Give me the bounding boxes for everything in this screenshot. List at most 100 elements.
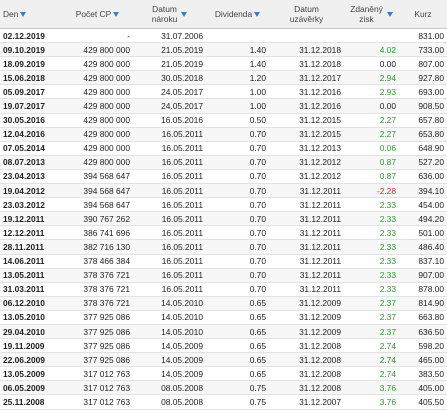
cell-den: 06.05.2009: [0, 380, 62, 396]
table-row[interactable]: 25.11.2008 317 012 763 08.05.2008 0.75 31.12…: [0, 394, 447, 410]
cell-datum-naroku: 16.05.2011: [133, 155, 206, 170]
cell-datum-naroku: 08.05.2008: [133, 394, 206, 410]
table-row[interactable]: 08.07.2013 429 800 000 16.05.2011 0.70 31.12…: [0, 155, 447, 170]
cell-datum-uzaverky: 31.12.2015: [269, 127, 344, 142]
cell-zdaneny-zisk: 2.27: [344, 127, 399, 142]
sort-down-icon[interactable]: [386, 11, 393, 17]
table-row[interactable]: 19.12.2011 390 767 262 16.05.2011 0.70 31.12…: [0, 211, 447, 227]
table-row[interactable]: 23.03.2012 394 568 647 16.05.2011 0.70 31.12…: [0, 197, 447, 213]
cell-kurz: 907.00: [399, 268, 447, 283]
table-row[interactable]: 19.07.2017 429 800 000 24.05.2017 1.00 31.12…: [0, 98, 447, 114]
column-header-datum-naroku-label: Datum nároku: [151, 4, 178, 24]
cell-pocet-cp: 382 716 130: [62, 239, 133, 255]
sort-down-icon[interactable]: [20, 11, 27, 17]
table-row[interactable]: 06.05.2009 317 012 763 08.05.2008 0.75 31.12…: [0, 380, 447, 396]
cell-datum-uzaverky: 31.12.2011: [269, 268, 344, 283]
cell-zdaneny-zisk: 2.33: [344, 282, 399, 297]
cell-dividenda: 0.70: [206, 239, 269, 255]
table-row[interactable]: 12.12.2011 386 741 696 16.05.2011 0.70 31.12…: [0, 225, 447, 241]
table-row[interactable]: 19.11.2009 377 925 086 14.05.2009 0.65 31.12…: [0, 338, 447, 354]
table-row[interactable]: 19.04.2012 394 568 647 16.05.2011 0.70 31.12…: [0, 183, 447, 199]
cell-pocet-cp: 378 376 721: [62, 268, 133, 283]
cell-datum-naroku: 16.05.2011: [133, 268, 206, 283]
column-header-pocet-cp[interactable]: Počet CP: [62, 0, 133, 29]
sort-down-icon[interactable]: [181, 11, 188, 17]
table-row[interactable]: 13.05.2009 317 012 763 14.05.2009 0.65 31.12…: [0, 366, 447, 382]
cell-datum-naroku: 16.05.2016: [133, 113, 206, 128]
column-header-zdaneny-zisk[interactable]: Zdaněný zisk: [344, 0, 399, 29]
cell-datum-naroku: 14.05.2009: [133, 338, 206, 354]
table-row[interactable]: 07.05.2014 429 800 000 16.05.2011 0.70 31.12…: [0, 141, 447, 156]
cell-den: 09.10.2019: [0, 42, 62, 58]
table-row[interactable]: 13.05.2011 378 376 721 16.05.2011 0.70 31.12…: [0, 268, 447, 283]
cell-den: 31.03.2011: [0, 282, 62, 297]
sort-down-icon[interactable]: [254, 11, 261, 17]
cell-pocet-cp: 429 800 000: [62, 70, 133, 86]
table-row[interactable]: 29.04.2010 377 925 086 14.05.2010 0.65 31.12…: [0, 324, 447, 340]
table-row[interactable]: 14.06.2011 378 466 384 16.05.2011 0.70 31.12…: [0, 254, 447, 269]
cell-datum-uzaverky: 31.12.2008: [269, 338, 344, 354]
cell-dividenda: 0.70: [206, 211, 269, 227]
cell-zdaneny-zisk: 0.00: [344, 56, 399, 72]
cell-dividenda: 1.00: [206, 84, 269, 100]
cell-datum-naroku: 31.07.2006: [133, 28, 206, 44]
table-row[interactable]: 22.06.2009 377 925 086 14.05.2009 0.65 31.12…: [0, 352, 447, 368]
table-row[interactable]: 05.09.2017 429 800 000 24.05.2017 1.00 31.12…: [0, 84, 447, 100]
table-row[interactable]: 02.12.2019-31.07.2006 831.00: [0, 28, 447, 44]
cell-datum-uzaverky: 31.12.2008: [269, 366, 344, 382]
table-row[interactable]: 31.03.2011 378 376 721 16.05.2011 0.70 31.12…: [0, 282, 447, 297]
cell-pocet-cp: 377 925 086: [62, 338, 133, 354]
table-row[interactable]: 18.09.2019 429 800 000 21.05.2019 1.40 31.12…: [0, 56, 447, 72]
cell-pocet-cp: 429 800 000: [62, 98, 133, 114]
column-header-den[interactable]: Den: [0, 0, 62, 29]
cell-pocet-cp: 390 767 262: [62, 211, 133, 227]
cell-kurz: 405.50: [399, 394, 447, 410]
sort-down-icon[interactable]: [113, 11, 120, 17]
table-row[interactable]: 23.04.2013 394 568 647 16.05.2011 0.70 31.12…: [0, 169, 447, 185]
cell-pocet-cp: 429 800 000: [62, 113, 133, 128]
column-header-datum-naroku[interactable]: Datum nároku: [133, 0, 206, 29]
column-header-kurz-label: Kurz: [414, 9, 432, 20]
cell-datum-naroku: 16.05.2011: [133, 282, 206, 297]
table-row[interactable]: 30.05.2016 429 800 000 16.05.2016 0.50 31.12…: [0, 113, 447, 128]
cell-zdaneny-zisk: 2.33: [344, 254, 399, 269]
cell-datum-naroku: 21.05.2019: [133, 42, 206, 58]
column-header-kurz[interactable]: Kurz: [399, 0, 447, 29]
cell-datum-uzaverky: 31.12.2007: [269, 394, 344, 410]
column-header-dividenda[interactable]: Dividenda: [206, 0, 269, 29]
cell-kurz: 908.50: [399, 98, 447, 114]
cell-pocet-cp: 429 800 000: [62, 141, 133, 156]
cell-pocet-cp: 429 800 000: [62, 127, 133, 142]
cell-zdaneny-zisk: [344, 28, 399, 44]
cell-datum-naroku: 16.05.2011: [133, 127, 206, 142]
table-row[interactable]: 09.10.2019 429 800 000 21.05.2019 1.40 31.12…: [0, 42, 447, 58]
cell-datum-naroku: 16.05.2011: [133, 239, 206, 255]
cell-dividenda: 0.65: [206, 310, 269, 325]
column-header-datum-uzaverky[interactable]: Datum uzávěrky: [269, 0, 344, 29]
cell-dividenda: 1.00: [206, 98, 269, 114]
table-row[interactable]: 12.04.2016 429 800 000 16.05.2011 0.70 31.12…: [0, 127, 447, 142]
cell-kurz: 831.00: [399, 28, 447, 44]
table-row[interactable]: 28.11.2011 382 716 130 16.05.2011 0.70 31.12…: [0, 239, 447, 255]
cell-kurz: 636.50: [399, 324, 447, 340]
cell-kurz: 636.00: [399, 169, 447, 185]
cell-dividenda: 0.70: [206, 141, 269, 156]
table-row[interactable]: 13.05.2010 377 925 086 14.05.2010 0.65 31.12…: [0, 310, 447, 325]
cell-den: 18.09.2019: [0, 56, 62, 72]
cell-zdaneny-zisk: 2.33: [344, 197, 399, 213]
column-header-pocet-cp-label: Počet CP: [75, 9, 112, 20]
cell-kurz: 394.10: [399, 183, 447, 199]
cell-dividenda: 0.65: [206, 324, 269, 340]
cell-den: 19.07.2017: [0, 98, 62, 114]
cell-dividenda: 0.70: [206, 225, 269, 241]
cell-pocet-cp: 317 012 763: [62, 366, 133, 382]
cell-zdaneny-zisk: 2.33: [344, 239, 399, 255]
table-row[interactable]: 15.06.2018 429 800 000 30.05.2018 1.20 31.12…: [0, 70, 447, 86]
cell-den: 14.06.2011: [0, 254, 62, 269]
cell-den: 22.06.2009: [0, 352, 62, 368]
cell-den: 02.12.2019: [0, 28, 62, 44]
cell-kurz: 837.10: [399, 254, 447, 269]
cell-datum-naroku: 24.05.2017: [133, 98, 206, 114]
table-row[interactable]: 06.12.2010 378 376 721 14.05.2010 0.65 31.12…: [0, 296, 447, 311]
